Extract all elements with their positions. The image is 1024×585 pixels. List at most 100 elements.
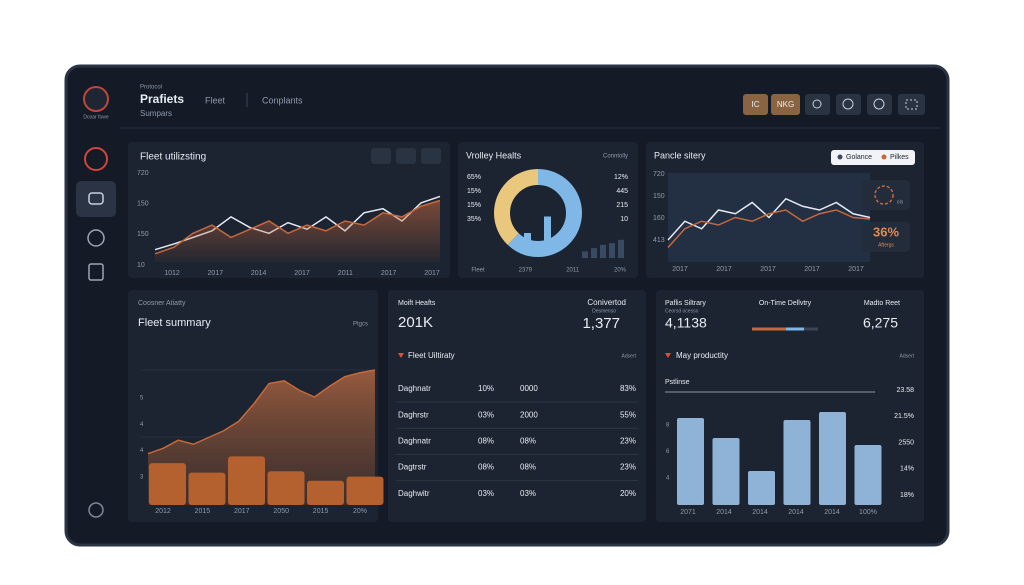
y-label: 720 bbox=[653, 171, 665, 178]
x-label: 1012 bbox=[164, 270, 180, 277]
caret bbox=[398, 353, 404, 358]
x-label: 2017 bbox=[848, 266, 864, 273]
bottom-label: 2011 bbox=[566, 268, 580, 274]
icon-button[interactable] bbox=[898, 94, 925, 115]
legend-box[interactable] bbox=[831, 150, 915, 165]
icon-button[interactable] bbox=[396, 148, 416, 164]
app-title: Prafiets bbox=[140, 92, 184, 106]
kpi-label: Conivertod bbox=[587, 298, 626, 307]
bar bbox=[534, 244, 541, 255]
icon-box bbox=[862, 180, 910, 210]
icon-button[interactable] bbox=[867, 94, 892, 115]
power-icon[interactable] bbox=[88, 502, 104, 518]
kpi-label: Paflis Siltrary bbox=[665, 300, 706, 307]
y-label: 160 bbox=[653, 215, 665, 222]
y-label: 4 bbox=[140, 422, 144, 428]
icon-button[interactable] bbox=[371, 148, 391, 164]
nav-icon[interactable] bbox=[88, 192, 104, 205]
kpi-value: 1,377 bbox=[582, 315, 620, 332]
x-label: 2017 bbox=[234, 508, 250, 515]
table-cell: 03% bbox=[478, 410, 494, 419]
panel-title: Pancle sitery bbox=[654, 150, 706, 160]
nav-icon[interactable] bbox=[87, 229, 105, 247]
badge-value: 36% bbox=[873, 224, 899, 239]
icon-button[interactable] bbox=[836, 94, 861, 115]
kpi-label: On-Time Dellvtry bbox=[759, 300, 812, 307]
nav-active[interactable] bbox=[76, 181, 116, 217]
table-cell: 20% bbox=[620, 489, 636, 498]
table-cell: 03% bbox=[478, 489, 494, 498]
table-cell: Daghnatr bbox=[398, 384, 431, 393]
y-label: 150 bbox=[653, 193, 665, 200]
button[interactable] bbox=[743, 94, 768, 115]
x-label: 2015 bbox=[195, 508, 211, 515]
x-label: 2012 bbox=[155, 508, 171, 515]
y-label: 23.58 bbox=[896, 387, 914, 394]
area bbox=[155, 200, 440, 262]
x-label: 20% bbox=[353, 508, 367, 515]
table-cell: 08% bbox=[478, 437, 494, 446]
kpi-value: 6,275 bbox=[863, 315, 898, 331]
table-cell: 10% bbox=[478, 384, 494, 393]
table-cell: 23% bbox=[620, 463, 636, 472]
y-label: 413 bbox=[653, 237, 665, 244]
x-label: 2014 bbox=[752, 509, 768, 516]
kpi-value: 4,1138 bbox=[665, 315, 707, 331]
y-label: 10 bbox=[137, 262, 145, 269]
nav-icon[interactable] bbox=[88, 263, 104, 281]
y-label: 4 bbox=[140, 448, 144, 454]
button-label: NKG bbox=[777, 100, 794, 109]
overline: Protocol bbox=[140, 85, 162, 91]
icon-button[interactable] bbox=[421, 148, 441, 164]
y-label: 4 bbox=[666, 476, 670, 482]
bar bbox=[819, 412, 846, 505]
kpi-label: Moift Heafts bbox=[398, 300, 436, 307]
table-cell: 0000 bbox=[520, 384, 538, 393]
table-cell: 23% bbox=[620, 437, 636, 446]
nav-icon[interactable] bbox=[84, 147, 108, 171]
y-label: 21.5% bbox=[894, 413, 914, 420]
table-cell: 2000 bbox=[520, 410, 538, 419]
bar bbox=[228, 456, 265, 505]
side-label: 10 bbox=[620, 216, 628, 223]
icon-button[interactable] bbox=[805, 94, 830, 115]
table-cell: 08% bbox=[478, 463, 494, 472]
x-label: 2011 bbox=[338, 270, 353, 277]
y-label: 150 bbox=[137, 201, 149, 208]
x-label: 2017 bbox=[804, 266, 820, 273]
x-label: 2017 bbox=[208, 270, 224, 277]
legend-dot bbox=[881, 154, 887, 160]
overline: Coosner Atiatty bbox=[138, 300, 186, 307]
x-label: 2017 bbox=[424, 270, 440, 277]
panel-corner: Adsert bbox=[900, 353, 915, 359]
bottom-label: Fleet bbox=[471, 268, 485, 274]
nav-link: Conplants bbox=[262, 95, 303, 105]
side-label: 15% bbox=[467, 202, 481, 209]
section-title: May productity bbox=[676, 351, 728, 360]
side-label: 35% bbox=[467, 216, 481, 223]
nav-link: Fleet bbox=[205, 95, 226, 105]
kpi-sub: Ceorsd ocesso bbox=[665, 308, 699, 314]
icon bbox=[812, 99, 822, 109]
legend-label: Golance bbox=[846, 154, 872, 161]
x-label: 2014 bbox=[788, 509, 804, 516]
bar bbox=[609, 243, 615, 258]
icon bbox=[905, 99, 918, 110]
caret bbox=[665, 353, 671, 358]
line bbox=[667, 209, 871, 249]
logo-text: Dcoar fowe bbox=[83, 114, 109, 120]
bar bbox=[267, 471, 305, 505]
bar bbox=[618, 239, 624, 258]
bottom-label: 2379 bbox=[519, 268, 533, 274]
panel-corner: Conntolly bbox=[603, 154, 628, 160]
table-cell: Daghwitr bbox=[398, 489, 430, 498]
line bbox=[154, 199, 441, 255]
line bbox=[147, 369, 376, 455]
button[interactable] bbox=[771, 94, 800, 115]
y-label: 5 bbox=[140, 396, 144, 402]
bar bbox=[188, 472, 226, 505]
side-label: 215 bbox=[616, 202, 628, 209]
badge bbox=[862, 222, 910, 252]
y-label: 6 bbox=[666, 449, 670, 455]
